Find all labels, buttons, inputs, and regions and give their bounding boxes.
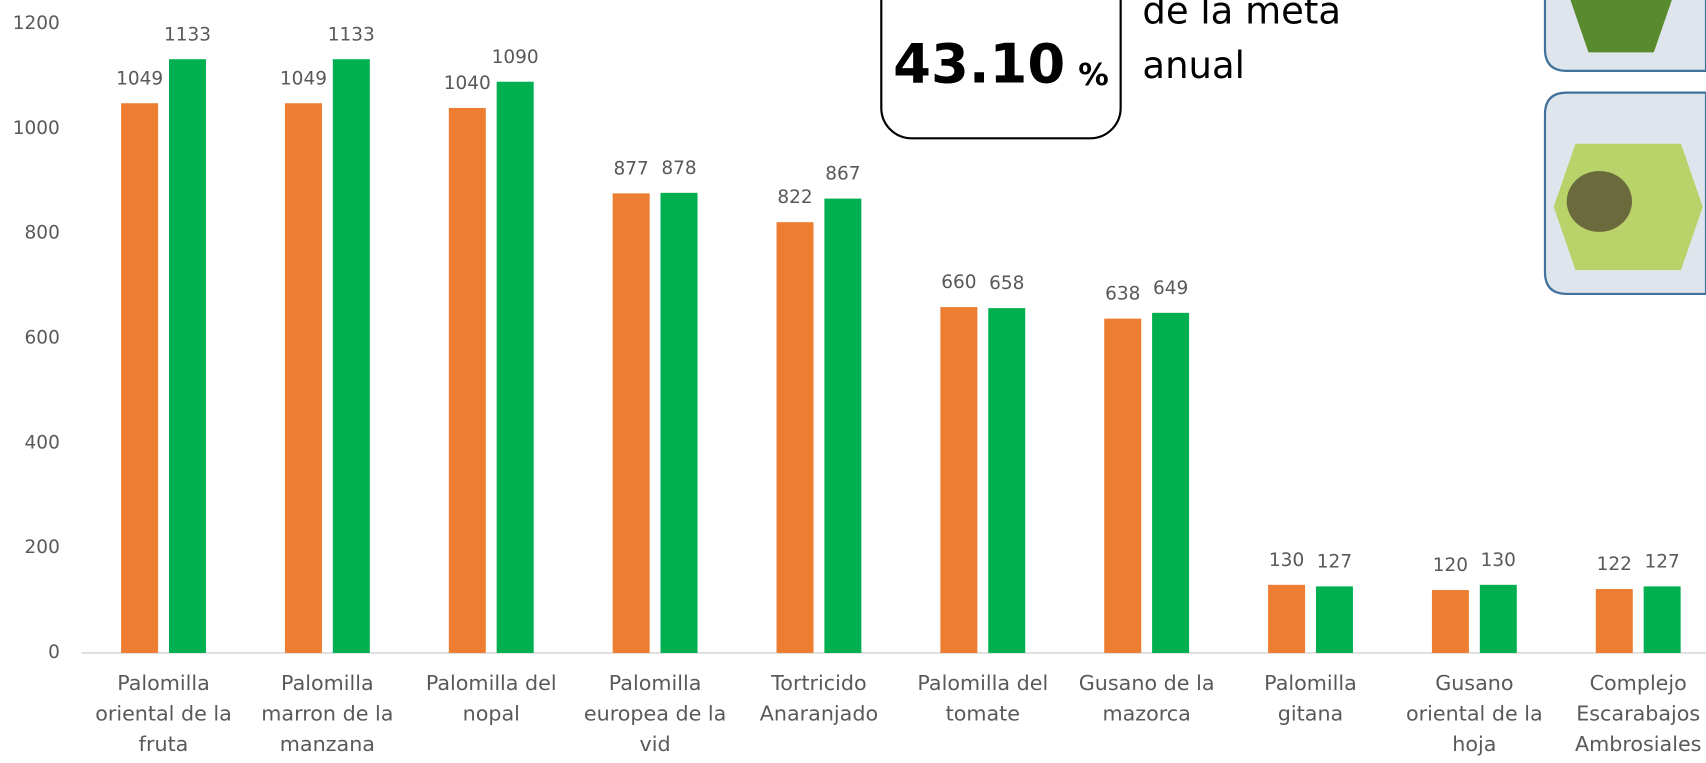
bar — [1268, 584, 1306, 653]
bar — [1595, 589, 1633, 653]
value-label: 878 — [661, 158, 696, 179]
x-tick-label: Tortricido Anaranjado — [759, 671, 879, 726]
x-tick-label-box: Complejo Escarabajos Ambrosiales — [1574, 671, 1702, 757]
value-label: 1133 — [328, 24, 375, 45]
x-tick-label: Complejo Escarabajos Ambrosiales — [1574, 671, 1702, 757]
x-tick-label-box: Palomilla marron de la manzana — [261, 671, 394, 757]
kpi-text: de la meta — [1142, 0, 1341, 33]
value-label: 658 — [989, 273, 1024, 294]
value-label: 120 — [1433, 555, 1468, 576]
x-tick-label: Palomilla gitana — [1264, 671, 1357, 726]
bar — [1431, 590, 1469, 653]
x-tick-label: Gusano de la mazorca — [1078, 671, 1215, 726]
x-tick-label: Palomilla oriental de la fruta — [95, 671, 232, 757]
x-tick-label-box: Palomilla gitana — [1264, 671, 1357, 726]
bar — [1104, 318, 1142, 653]
photo — [1570, 0, 1672, 53]
bar — [824, 198, 862, 653]
x-tick-label-box: Gusano de la mazorca — [1078, 671, 1215, 726]
bar — [168, 59, 206, 653]
bar — [1479, 584, 1517, 653]
kpi-value: 43.10 — [893, 33, 1065, 96]
value-label: 1049 — [280, 68, 327, 89]
bar — [612, 193, 650, 653]
bar — [1643, 586, 1681, 653]
photo — [1566, 170, 1633, 232]
value-label: 1133 — [164, 24, 211, 45]
x-tick-label-box: Tortricido Anaranjado — [759, 671, 879, 726]
value-label: 130 — [1481, 550, 1516, 571]
bar — [660, 192, 698, 653]
x-tick-label-box: Palomilla del nopal — [425, 671, 557, 726]
bar — [988, 308, 1026, 653]
y-tick-label: 1200 — [13, 13, 60, 34]
x-tick-label-box: Gusano oriental de la hoja — [1406, 671, 1543, 757]
value-label: 127 — [1645, 551, 1680, 572]
y-tick-label: 1000 — [13, 118, 60, 139]
value-label: 130 — [1269, 550, 1304, 571]
bar — [121, 103, 159, 653]
x-tick-label: Gusano oriental de la hoja — [1406, 671, 1543, 757]
bar — [1315, 586, 1353, 653]
x-tick-label-box: Palomilla oriental de la fruta — [95, 671, 232, 757]
x-tick-label: Palomilla europea de la vid — [583, 671, 727, 757]
value-label: 1040 — [444, 73, 491, 94]
value-label: 127 — [1317, 551, 1352, 572]
kpi-text: anual — [1142, 44, 1244, 87]
x-tick-label-box: Palomilla europea de la vid — [583, 671, 727, 757]
x-tick-label: Palomilla del nopal — [425, 671, 557, 726]
y-tick-label: 0 — [48, 642, 60, 663]
kpi-unit: % — [1078, 58, 1109, 93]
y-tick-label: 200 — [25, 537, 60, 558]
kpi-box — [880, 0, 1122, 140]
bar — [284, 103, 322, 653]
value-label: 877 — [614, 158, 649, 179]
bar — [940, 307, 978, 653]
x-tick-label: Palomilla del tomate — [917, 671, 1049, 726]
y-tick-label: 400 — [25, 432, 60, 453]
value-label: 649 — [1153, 278, 1188, 299]
value-label: 638 — [1105, 284, 1140, 305]
y-tick-label: 600 — [25, 328, 60, 349]
value-label: 122 — [1597, 554, 1632, 575]
bar — [1152, 312, 1190, 653]
value-label: 822 — [777, 187, 812, 208]
y-tick-label: 800 — [25, 223, 60, 244]
x-tick-label: Palomilla marron de la manzana — [261, 671, 394, 757]
value-label: 867 — [825, 164, 860, 185]
bar — [496, 81, 534, 653]
x-tick-label-box: Palomilla del tomate — [917, 671, 1049, 726]
value-label: 1049 — [116, 68, 163, 89]
value-label: 1090 — [492, 47, 539, 68]
value-label: 660 — [941, 272, 976, 293]
bar — [776, 222, 814, 653]
bar — [448, 107, 486, 653]
bar — [332, 59, 370, 653]
